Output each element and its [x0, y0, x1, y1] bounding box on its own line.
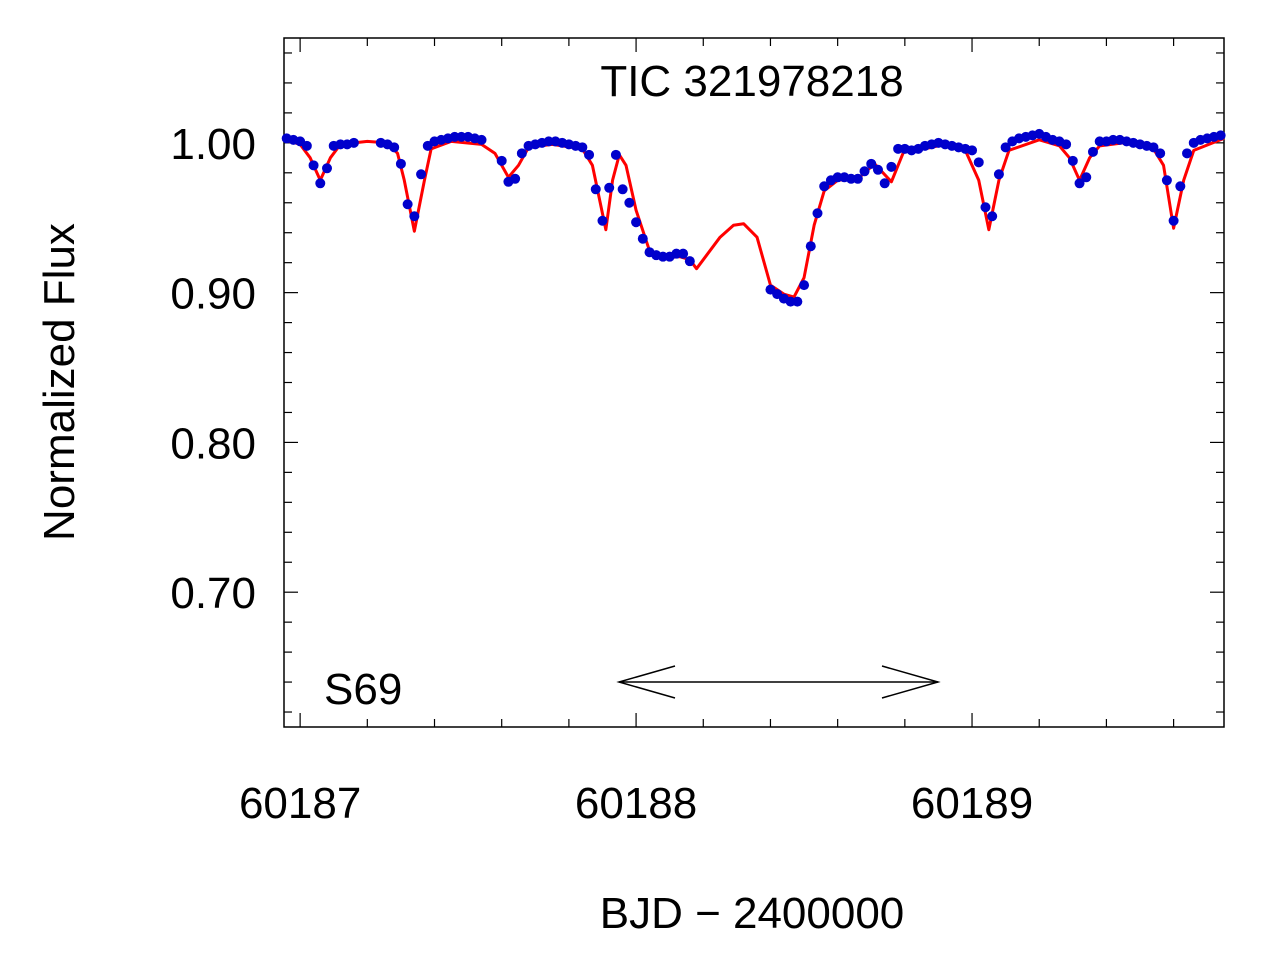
data-point	[799, 280, 810, 291]
data-point	[1175, 181, 1186, 192]
y-tick-label: 0.90	[170, 270, 256, 319]
x-axis-title: BJD − 2400000	[600, 889, 905, 938]
data-point	[805, 241, 816, 252]
data-point	[1074, 178, 1085, 189]
data-point	[819, 181, 830, 192]
data-point	[792, 296, 803, 307]
arrow-head-right	[881, 665, 941, 699]
range-arrow	[616, 665, 941, 699]
data-point	[402, 199, 413, 210]
data-point	[510, 173, 521, 184]
data-point	[631, 217, 642, 228]
data-point	[610, 149, 621, 160]
x-tick-label: 60189	[911, 779, 1033, 828]
data-point	[879, 178, 890, 189]
x-tick-label: 60187	[239, 779, 361, 828]
data-point	[496, 155, 507, 166]
data-point	[1148, 142, 1159, 153]
arrow-head-left	[616, 665, 676, 699]
y-tick-label: 1.00	[170, 120, 256, 169]
data-point	[315, 178, 326, 189]
data-point	[967, 145, 978, 156]
model-line	[283, 136, 1225, 299]
data-point	[872, 164, 883, 175]
data-point	[1067, 155, 1078, 166]
data-point	[852, 173, 863, 184]
data-point	[859, 166, 870, 177]
data-point	[1215, 130, 1226, 141]
data-point	[1061, 139, 1072, 150]
data-point	[416, 169, 427, 180]
annotation: S69	[324, 665, 402, 714]
data-point	[476, 134, 487, 145]
data-point	[322, 163, 333, 174]
data-point	[1000, 142, 1011, 153]
data-point	[577, 142, 588, 153]
y-tick-label: 0.80	[170, 419, 256, 468]
data-point	[637, 233, 648, 244]
plot-frame	[283, 37, 1225, 728]
data-point	[624, 197, 635, 208]
data-point	[886, 161, 897, 172]
data-point	[1168, 215, 1179, 226]
data-point	[617, 184, 628, 195]
data-point	[1155, 148, 1166, 159]
data-point	[973, 157, 984, 168]
y-axis-title: Normalized Flux	[35, 223, 84, 541]
data-point	[987, 211, 998, 222]
data-point	[348, 137, 359, 148]
data-point	[980, 202, 991, 213]
data-point	[409, 211, 420, 222]
data-point	[993, 169, 1004, 180]
chart-title: TIC 321978218	[600, 57, 903, 106]
data-point	[516, 148, 527, 159]
data-point	[604, 182, 615, 193]
data-point	[584, 149, 595, 160]
data-point	[395, 158, 406, 169]
data-point	[1081, 172, 1092, 183]
data-point	[684, 256, 695, 267]
data-point	[308, 160, 319, 171]
data-point	[1182, 148, 1193, 159]
data-point	[597, 215, 608, 226]
data-point	[590, 184, 601, 195]
x-tick-label: 60188	[575, 779, 697, 828]
data-point	[389, 142, 400, 153]
data-point	[1087, 146, 1098, 157]
data-point	[866, 158, 877, 169]
data-point	[301, 140, 312, 151]
data-point	[678, 248, 689, 259]
y-tick-label: 0.70	[170, 569, 256, 618]
data-point	[812, 208, 823, 219]
data-point	[1161, 175, 1172, 186]
